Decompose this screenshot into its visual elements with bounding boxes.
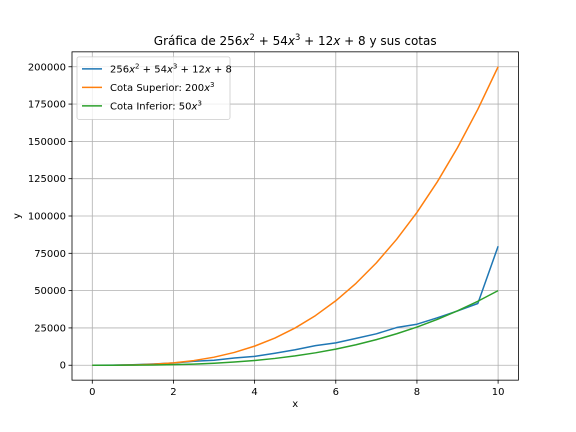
chart-title: Gráfica de 256x2 + 54x3 + 12x + 8 y sus … bbox=[154, 32, 437, 48]
y-tick-label: 125000 bbox=[28, 174, 66, 185]
legend: 256x2 + 54x3 + 12x + 8 Cota Superior: 200… bbox=[76, 56, 232, 120]
y-tick-label: 175000 bbox=[28, 100, 66, 111]
x-tick-label: 0 bbox=[89, 387, 95, 398]
y-tick-label: 0 bbox=[60, 361, 66, 372]
grid bbox=[72, 51, 519, 381]
y-tick-label: 75000 bbox=[34, 249, 66, 260]
y-tick-label: 150000 bbox=[28, 137, 66, 148]
legend-box bbox=[76, 56, 231, 120]
legend-label-3: Cota Inferior: 50x3 bbox=[110, 99, 202, 112]
series-line-3 bbox=[92, 289, 499, 366]
x-tick-label: 2 bbox=[170, 387, 176, 398]
y-tick-label: 50000 bbox=[34, 286, 66, 297]
axis-ticks: 0 2 4 6 8 10 0 25000 50000 75000 100000 125000 15000… bbox=[28, 62, 505, 398]
x-tick-label: 10 bbox=[492, 387, 505, 398]
x-axis-label: x bbox=[292, 399, 298, 410]
x-tick-label: 8 bbox=[414, 387, 420, 398]
series-line-2 bbox=[92, 66, 499, 366]
x-tick-label: 4 bbox=[251, 387, 257, 398]
x-tick-label: 6 bbox=[333, 387, 339, 398]
series-lines bbox=[92, 66, 499, 366]
legend-label-2: Cota Superior: 200x3 bbox=[110, 81, 214, 94]
y-tick-label: 25000 bbox=[34, 323, 66, 334]
y-tick-label: 200000 bbox=[28, 62, 66, 73]
y-axis-label: y bbox=[12, 213, 23, 219]
legend-label-1: 256x2 + 54x3 + 12x + 8 bbox=[110, 62, 232, 75]
y-tick-label: 100000 bbox=[28, 212, 66, 223]
